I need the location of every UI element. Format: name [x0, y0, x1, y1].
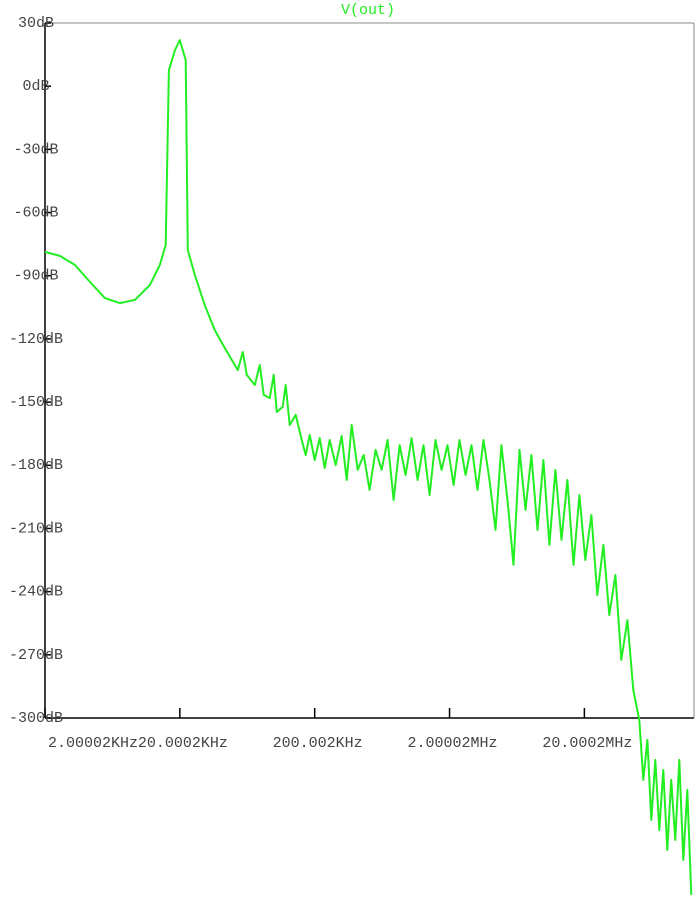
y-tick-label: -150dB [9, 394, 63, 411]
y-tick-label: 30dB [18, 15, 54, 32]
y-tick-label: -120dB [9, 331, 63, 348]
x-tick-label: 20.0002MHz [542, 735, 632, 752]
x-tick-label: 2.00002MHz [408, 735, 498, 752]
y-tick-label: 0dB [22, 78, 49, 95]
y-tick-label: -240dB [9, 584, 63, 601]
y-tick-label: -270dB [9, 647, 63, 664]
line-series [44, 39, 693, 895]
y-tick-label: -90dB [13, 268, 58, 285]
y-tick-label: -300dB [9, 710, 63, 727]
y-tick-label: -30dB [13, 141, 58, 158]
y-tick-label: -60dB [13, 205, 58, 222]
x-tick-label: 200.002KHz [273, 735, 363, 752]
x-tick-label: 2.00002KHz [48, 735, 138, 752]
x-tick-label: 20.0002KHz [138, 735, 228, 752]
y-tick-label: -210dB [9, 520, 63, 537]
y-tick-label: -180dB [9, 457, 63, 474]
chart-title: V(out) [341, 2, 395, 19]
